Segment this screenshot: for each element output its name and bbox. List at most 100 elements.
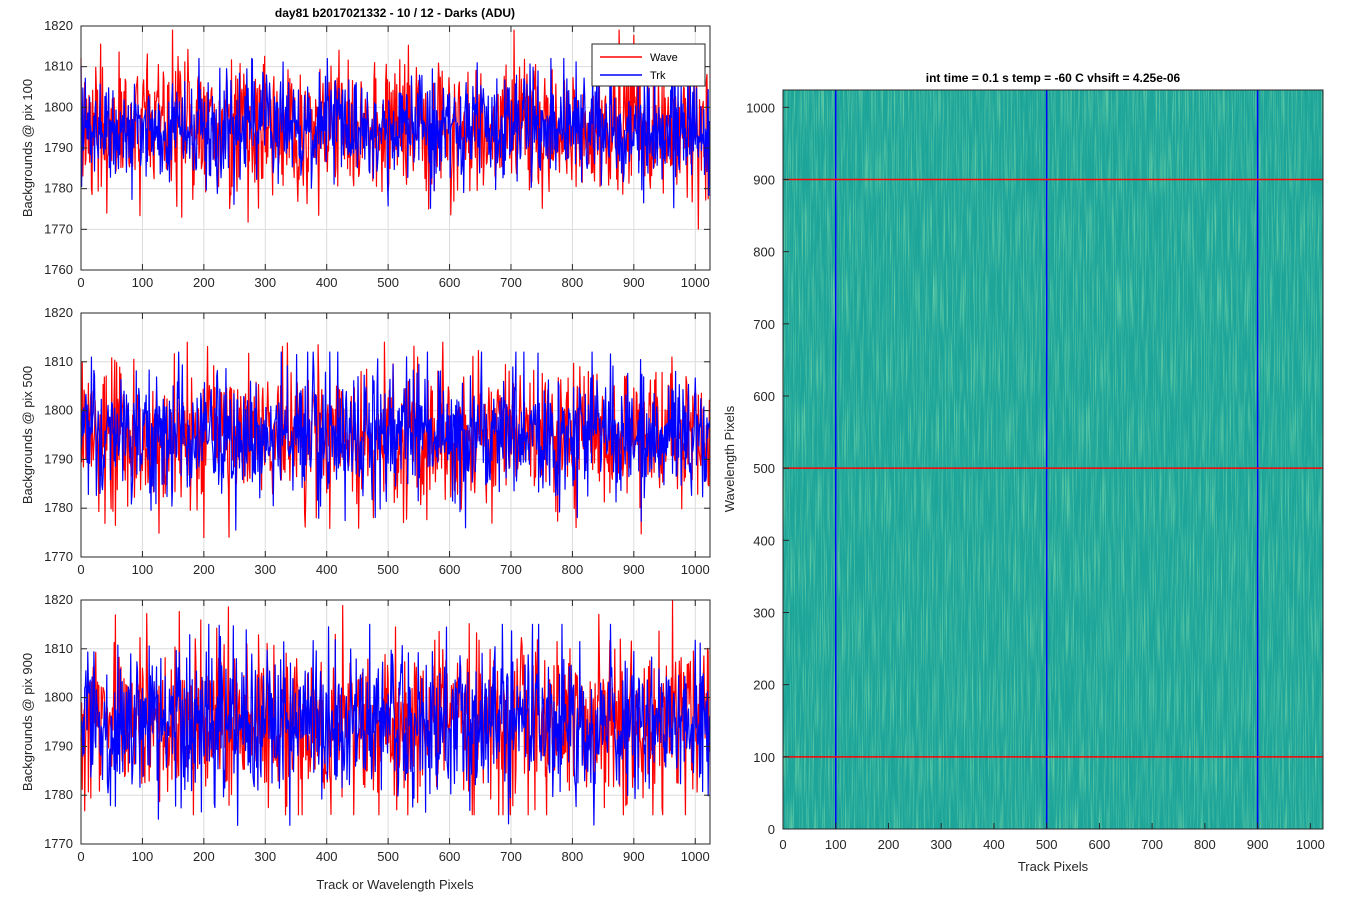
x-axis-label-3: Track or Wavelength Pixels bbox=[316, 877, 474, 892]
x-tick-label: 1000 bbox=[681, 849, 710, 864]
x-tick-label: 500 bbox=[377, 275, 399, 290]
heatmap-y-tick-label: 700 bbox=[753, 317, 775, 332]
y-tick-label: 1780 bbox=[44, 787, 73, 802]
series-line-trk bbox=[80, 623, 710, 826]
x-tick-label: 800 bbox=[562, 849, 584, 864]
legend-box bbox=[591, 43, 706, 87]
heatmap-markers bbox=[783, 90, 1323, 829]
heatmap-x-tick-label: 900 bbox=[1247, 837, 1269, 852]
x-tick-label: 300 bbox=[254, 562, 276, 577]
x-tick-label: 400 bbox=[316, 849, 338, 864]
y-tick-label: 1770 bbox=[44, 221, 73, 236]
y-tick-label: 1800 bbox=[44, 690, 73, 705]
heatmap-y-tick-label: 800 bbox=[753, 245, 775, 260]
heatmap-x-tick-label: 1000 bbox=[1296, 837, 1325, 852]
heatmap-y-tick-label: 300 bbox=[753, 605, 775, 620]
heatmap-y-tick-label: 900 bbox=[753, 172, 775, 187]
heatmap-x-tick-label: 100 bbox=[825, 837, 847, 852]
x-tick-label: 700 bbox=[500, 849, 522, 864]
y-tick-label: 1790 bbox=[44, 140, 73, 155]
x-tick-label: 0 bbox=[77, 275, 84, 290]
y-axis-label-3: Backgrounds @ pix 900 bbox=[20, 653, 35, 791]
ticks-2: 0 100 200 300 400 500 600 700 800 900 1000 1770 1780… bbox=[44, 305, 710, 577]
heatmap-x-tick-label: 700 bbox=[1141, 837, 1163, 852]
x-tick-label: 200 bbox=[193, 562, 215, 577]
y-tick-label: 1820 bbox=[44, 592, 73, 607]
heatmap-x-axis-label: Track Pixels bbox=[1018, 859, 1089, 874]
y-tick-label: 1820 bbox=[44, 18, 73, 33]
x-tick-label: 1000 bbox=[681, 562, 710, 577]
axes-box-2 bbox=[80, 312, 711, 558]
y-tick-label: 1800 bbox=[44, 403, 73, 418]
ticks-1: 0 100 200 300 400 500 600 700 800 900 1000 1760 1770… bbox=[44, 18, 710, 290]
y-tick-label: 1800 bbox=[44, 99, 73, 114]
y-axis-label-1: Backgrounds @ pix 100 bbox=[20, 79, 35, 217]
line-panel-2: 0 100 200 300 400 500 600 700 800 900 1000 1770 1780… bbox=[20, 305, 711, 577]
heatmap-title: int time = 0.1 s temp = -60 C vhsift = 4… bbox=[926, 71, 1181, 85]
heatmap-ticks: 0 100 200 300 400 500 600 700 800 900 1000 0 100 200 3… bbox=[746, 100, 1325, 852]
heatmap-y-tick-label: 400 bbox=[753, 533, 775, 548]
y-axis-label-2: Backgrounds @ pix 500 bbox=[20, 366, 35, 504]
x-tick-label: 0 bbox=[77, 562, 84, 577]
x-tick-label: 300 bbox=[254, 275, 276, 290]
series-line-trk bbox=[80, 351, 710, 531]
heatmap-texture bbox=[783, 90, 1323, 829]
x-tick-label: 600 bbox=[439, 562, 461, 577]
x-tick-label: 500 bbox=[377, 849, 399, 864]
x-tick-label: 600 bbox=[439, 275, 461, 290]
heatmap-y-axis-label: Wavelength Pixels bbox=[722, 405, 737, 512]
x-tick-label: 200 bbox=[193, 849, 215, 864]
y-tick-label: 1780 bbox=[44, 181, 73, 196]
heatmap-x-tick-label: 600 bbox=[1089, 837, 1111, 852]
heatmap-y-tick-label: 1000 bbox=[746, 100, 775, 115]
x-tick-label: 0 bbox=[77, 849, 84, 864]
heatmap-x-tick-label: 800 bbox=[1194, 837, 1216, 852]
panel-title-1: day81 b2017021332 - 10 / 12 - Darks (ADU… bbox=[275, 6, 515, 20]
x-tick-label: 900 bbox=[623, 562, 645, 577]
heatmap-y-tick-label: 200 bbox=[753, 678, 775, 693]
x-tick-label: 200 bbox=[193, 275, 215, 290]
x-tick-label: 800 bbox=[562, 275, 584, 290]
series-line-wave bbox=[80, 29, 710, 230]
y-tick-label: 1770 bbox=[44, 549, 73, 564]
heatmap-y-tick-label: 500 bbox=[753, 461, 775, 476]
x-tick-label: 100 bbox=[132, 849, 154, 864]
heatmap-x-tick-label: 300 bbox=[930, 837, 952, 852]
x-tick-label: 700 bbox=[500, 275, 522, 290]
heatmap-y-tick-label: 100 bbox=[753, 750, 775, 765]
series-group-1 bbox=[80, 29, 710, 230]
legend-label-wave: Wave bbox=[650, 52, 678, 64]
heatmap-y-tick-label: 600 bbox=[753, 389, 775, 404]
y-tick-label: 1810 bbox=[44, 59, 73, 74]
x-tick-label: 600 bbox=[439, 849, 461, 864]
heatmap-x-tick-label: 0 bbox=[779, 837, 786, 852]
y-tick-label: 1760 bbox=[44, 262, 73, 277]
heatmap-x-tick-label: 500 bbox=[1036, 837, 1058, 852]
x-tick-label: 900 bbox=[623, 849, 645, 864]
heatmap-y-tick-label: 0 bbox=[768, 822, 775, 837]
y-tick-label: 1770 bbox=[44, 836, 73, 851]
heatmap-x-tick-label: 200 bbox=[878, 837, 900, 852]
heatmap-panel: 0 100 200 300 400 500 600 700 800 900 1000 0 100 200 3… bbox=[722, 71, 1325, 874]
axes-box-3 bbox=[80, 599, 711, 845]
x-tick-label: 300 bbox=[254, 849, 276, 864]
y-tick-label: 1780 bbox=[44, 500, 73, 515]
legend-label-trk: Trk bbox=[650, 70, 666, 82]
y-tick-label: 1790 bbox=[44, 451, 73, 466]
legend: Wave Trk bbox=[591, 43, 706, 87]
x-tick-label: 100 bbox=[132, 275, 154, 290]
x-tick-label: 700 bbox=[500, 562, 522, 577]
heatmap-axes-box bbox=[782, 89, 1324, 830]
y-tick-label: 1820 bbox=[44, 305, 73, 320]
x-tick-label: 800 bbox=[562, 562, 584, 577]
heatmap-x-tick-label: 400 bbox=[983, 837, 1005, 852]
x-tick-label: 900 bbox=[623, 275, 645, 290]
x-tick-label: 400 bbox=[316, 562, 338, 577]
x-tick-label: 1000 bbox=[681, 275, 710, 290]
x-tick-label: 100 bbox=[132, 562, 154, 577]
y-tick-label: 1810 bbox=[44, 641, 73, 656]
y-tick-label: 1790 bbox=[44, 738, 73, 753]
line-panel-3: 0 100 200 300 400 500 600 700 800 900 1000 1770 1780… bbox=[20, 592, 711, 892]
x-tick-label: 500 bbox=[377, 562, 399, 577]
